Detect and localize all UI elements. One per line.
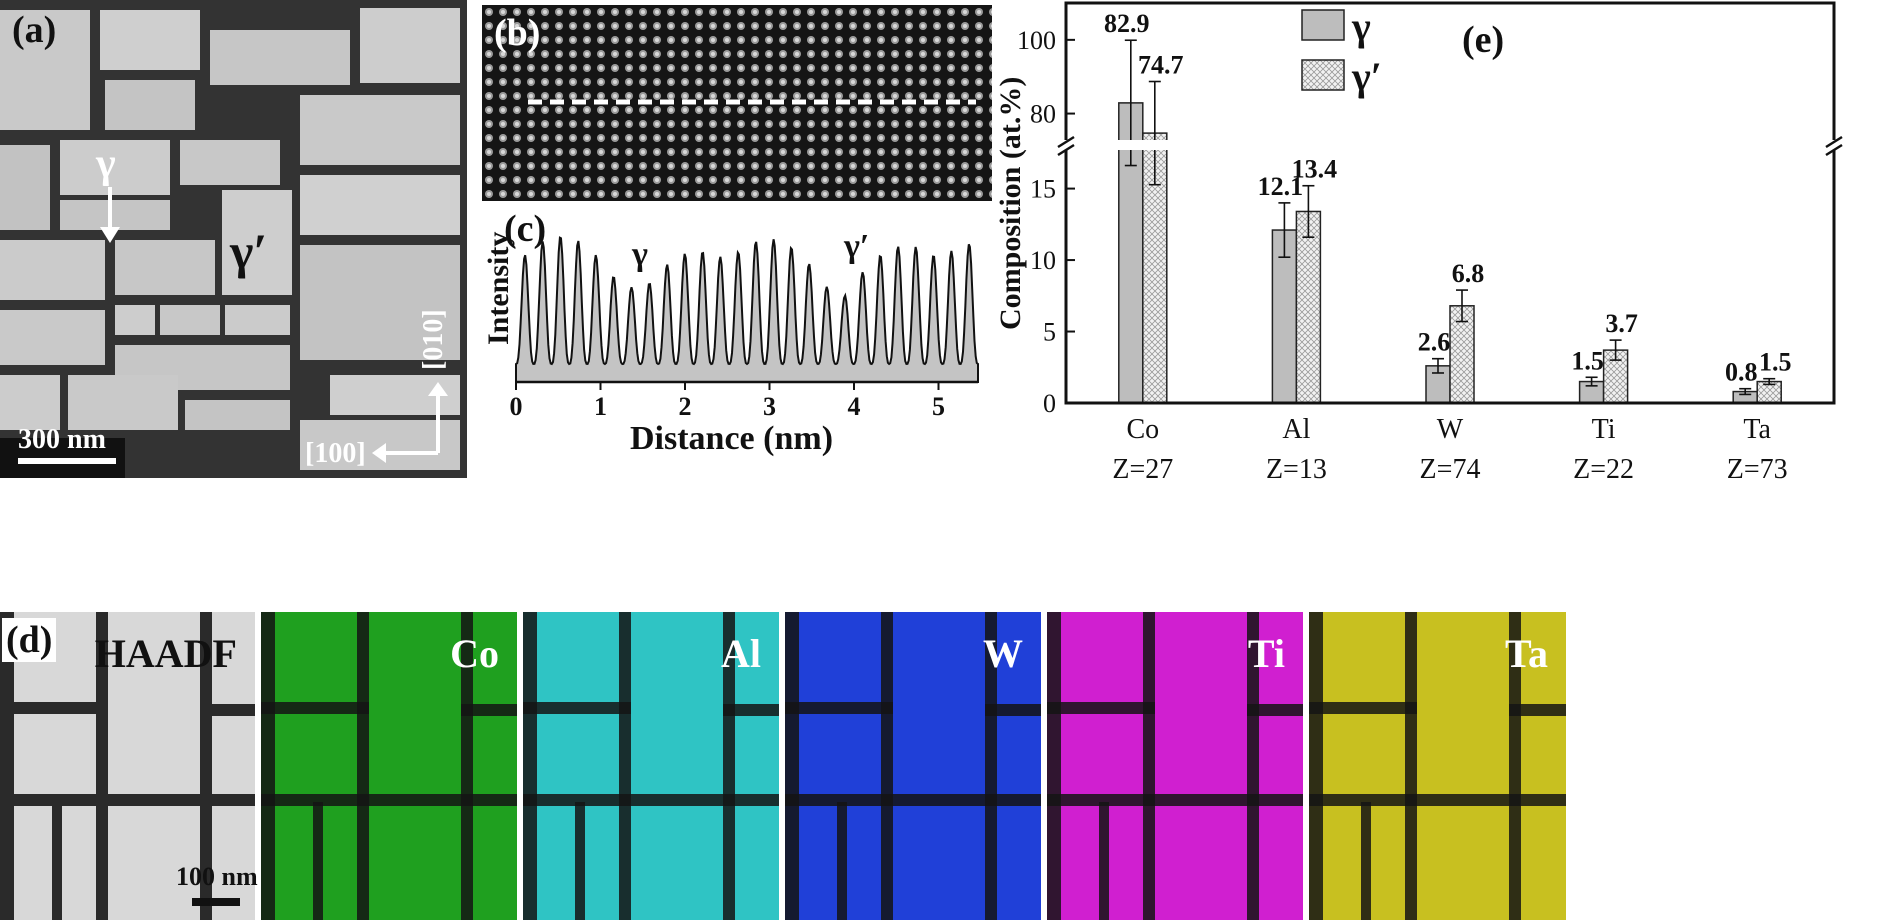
direction-100-label: [100] (305, 438, 366, 469)
y-axis-label: Composition (at.%) (996, 77, 1027, 330)
scale-bar (18, 458, 116, 464)
scale-bar-text: 300 nm (18, 424, 106, 455)
y-tick-label: 0 (1043, 389, 1056, 418)
profile-gamma-prime-label: γ′ (843, 228, 869, 265)
gamma-label: γ (96, 141, 116, 187)
x-tick-label: 1 (594, 392, 607, 421)
direction-010-label: [010] (418, 309, 449, 370)
bar-value-label: 1.5 (1571, 346, 1604, 375)
distance-axis-label: Distance (nm) (630, 420, 833, 457)
gamma-prime-label: γ′ (230, 223, 268, 279)
category-label: Al (1282, 414, 1310, 445)
panel-e-composition-chart: 82.9 74.7 12.1 13.4 2.6 6.8 1.5 3.7 0.8 1.5 Co Z=2… (996, 0, 1894, 480)
x-tick-label: 2 (679, 392, 692, 421)
eds-map-label: Ti (1247, 631, 1285, 676)
eds-map-label: Co (450, 631, 499, 676)
panel-d-label: (d) (2, 618, 57, 662)
panel-a-label: (a) (12, 9, 57, 51)
y-tick-label: 15 (1030, 175, 1056, 204)
y-tick-label: 10 (1030, 246, 1056, 275)
eds-map-w: W (785, 612, 1041, 920)
eds-map-al: Al (523, 612, 779, 920)
bar-value-label: 6.8 (1452, 259, 1485, 288)
gamma-arrow-icon (100, 187, 120, 243)
eds-map-ti: Ti (1047, 612, 1303, 920)
chart-frame (1064, 1, 1836, 405)
bar-value-label: 2.6 (1418, 328, 1451, 357)
intensity-plot: 0 1 2 3 4 5 γ γ′ Intensity Distance (nm) (482, 228, 979, 457)
bar-al-1 (1295, 210, 1322, 404)
eds-map-co: Co (261, 612, 517, 920)
eds-map-ta: Ta (1309, 612, 1566, 920)
category-label: Ta (1743, 414, 1771, 445)
category-z-label: Z=22 (1573, 454, 1634, 480)
x-tick-label: 5 (932, 392, 945, 421)
bar-value-label: 82.9 (1104, 9, 1150, 38)
eds-map-label: Al (721, 631, 761, 676)
legend-entry: γ′ (1351, 54, 1382, 99)
legend-entry: γ (1351, 4, 1371, 49)
y-tick-label: 100 (1017, 26, 1056, 55)
legend-swatch (1301, 59, 1345, 91)
panel-b-atomic-image: (b) (482, 5, 992, 201)
x-tick-label: 4 (848, 392, 861, 421)
legend-swatch (1301, 9, 1345, 41)
category-label: Co (1126, 414, 1159, 445)
bar-value-label: 0.8 (1725, 358, 1758, 387)
eds-map-label: Ta (1504, 631, 1548, 676)
category-label: W (1437, 414, 1464, 445)
eds-scale-bar-text: 100 nm (176, 862, 258, 891)
category-z-label: Z=13 (1266, 454, 1327, 480)
x-tick-label: 3 (763, 392, 776, 421)
bar-value-label: 74.7 (1138, 51, 1184, 80)
x-tick-label: 0 (510, 392, 523, 421)
bar-value-label: 13.4 (1292, 155, 1338, 184)
panel-b-label: (b) (494, 12, 541, 54)
profile-gamma-label: γ (631, 236, 648, 273)
eds-map-label: W (983, 631, 1023, 676)
category-label: Ti (1592, 414, 1616, 445)
category-z-label: Z=27 (1112, 454, 1173, 480)
intensity-axis-label: Intensity (482, 232, 515, 345)
eds-scale-bar (192, 898, 240, 906)
eds-map-label: HAADF (94, 631, 237, 676)
bar-value-label: 3.7 (1605, 309, 1638, 338)
bar-value-label: 1.5 (1759, 348, 1792, 377)
eds-map-haadf: HAADF (0, 612, 255, 920)
y-tick-label: 5 (1043, 318, 1056, 347)
panel-c-label: (c) (504, 208, 547, 250)
axis-direction-icon (372, 382, 448, 463)
y-tick-label: 80 (1030, 100, 1056, 129)
intensity-profile-area (515, 236, 979, 383)
bar-value-label: 12.1 (1258, 172, 1304, 201)
panel-a-sem-image: (a) γ γ′ 300 nm [100] [010] (0, 0, 467, 478)
category-z-label: Z=74 (1420, 454, 1481, 480)
composition-bar-chart: 82.974.712.113.42.66.81.53.70.8 1.5 CoZ=2… (996, 1, 1844, 480)
atomic-lattice (482, 5, 992, 201)
panel-c-intensity-profile: (c) 0 1 2 3 4 5 γ γ′ Intensity Distance (nm) (482, 205, 992, 460)
panel-e-label: (e) (1462, 19, 1504, 61)
category-z-label: Z=73 (1727, 454, 1788, 480)
